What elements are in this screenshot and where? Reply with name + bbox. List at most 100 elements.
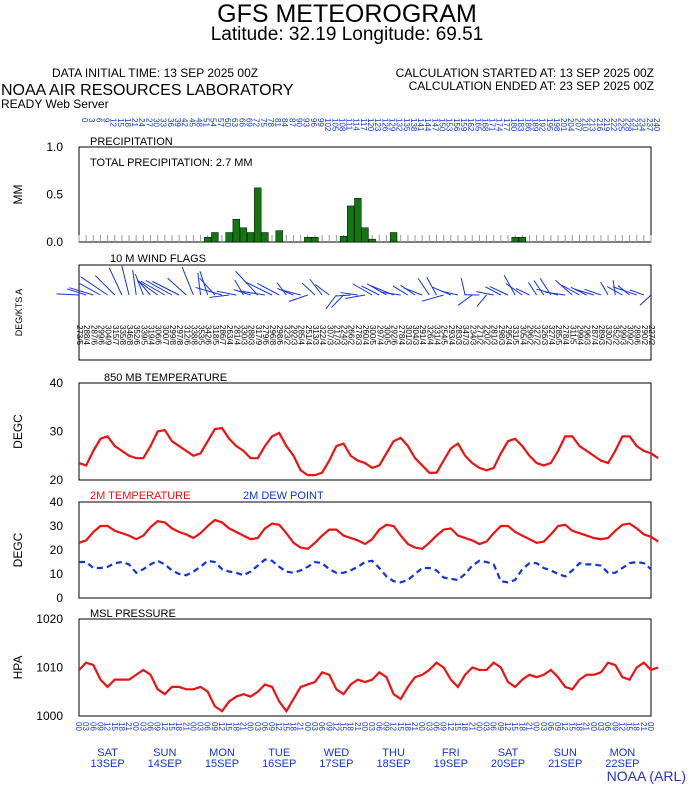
top-hour-label: 75 xyxy=(259,118,268,127)
day-date: 13SEP xyxy=(90,758,124,770)
wind-label: 330/3 xyxy=(239,325,248,346)
wind-label: 289/6 xyxy=(633,325,642,346)
bottom-hour-label: 18 xyxy=(117,722,126,731)
precip-bar xyxy=(246,232,255,243)
bottom-hour-label: 06 xyxy=(203,722,212,731)
wind-label: 293/4 xyxy=(447,325,456,346)
bottom-hour-label: 03 xyxy=(367,722,376,731)
day-date: 21SEP xyxy=(548,758,582,770)
precip-bar xyxy=(311,237,319,243)
precip-bar xyxy=(232,218,240,243)
wind-flag xyxy=(132,270,137,296)
wind-flag xyxy=(574,288,594,296)
wind-flag xyxy=(606,286,623,296)
wind-label: 326/3 xyxy=(540,325,549,346)
top-hour-label: 147 xyxy=(430,118,439,132)
wind-flag xyxy=(345,294,366,299)
panel-frame-2 xyxy=(78,382,652,481)
bottom-hour-label: 03 xyxy=(596,722,605,731)
lab-name: NOAA AIR RESOURCES LABORATORY xyxy=(1,82,294,99)
wind-label: 224/3 xyxy=(340,325,349,346)
bottom-hour-label: 21 xyxy=(353,722,362,731)
wind-flag xyxy=(134,273,144,296)
y-axis-label: DEGC xyxy=(11,532,25,567)
wind-label: 298/3 xyxy=(497,325,506,346)
top-hour-label: 240 xyxy=(652,118,661,132)
top-hour-label: 66 xyxy=(237,118,246,127)
top-hour-label: 96 xyxy=(309,118,318,127)
wind-label: 290/2 xyxy=(640,325,649,346)
bottom-hour-label: 21 xyxy=(467,722,476,731)
wind-flag xyxy=(108,267,123,296)
wind-label: 283/3 xyxy=(454,325,463,346)
top-hour-label: 183 xyxy=(516,118,525,132)
top-hour-label: 57 xyxy=(216,118,225,127)
y-tick-label: 0.0 xyxy=(46,235,63,249)
top-hour-label: 111 xyxy=(345,118,354,131)
wind-label: 298/6 xyxy=(275,325,284,346)
bottom-hour-label: 09 xyxy=(496,722,505,731)
wind-flag xyxy=(561,284,580,296)
wind-flag xyxy=(503,275,516,296)
top-hour-label: 69 xyxy=(244,118,253,127)
bottom-hour-label: 06 xyxy=(489,722,498,731)
wind-flag xyxy=(137,279,158,296)
day-date: 20SEP xyxy=(491,758,525,770)
precip-bar xyxy=(354,198,362,243)
wind-label: 273/5 xyxy=(75,325,84,346)
bottom-hour-label: 18 xyxy=(289,722,298,731)
precip-bar xyxy=(261,232,269,243)
wind-label: 251/4 xyxy=(304,325,313,346)
wind-flag xyxy=(489,286,509,296)
top-hour-label: 222 xyxy=(609,118,618,132)
top-hour-label: 114 xyxy=(352,118,361,131)
top-hour-label: 30 xyxy=(152,118,161,127)
legend-dewpoint: 2M DEW POINT xyxy=(243,490,324,502)
top-hour-label: 192 xyxy=(538,118,547,132)
top-hour-label: 120 xyxy=(366,118,375,132)
bottom-hour-label: 15 xyxy=(281,722,290,731)
wind-label: 220/2 xyxy=(483,325,492,346)
wind-label: 317/9 xyxy=(254,325,263,346)
pressure-line xyxy=(78,661,659,714)
page-title: GFS METEOROGRAM xyxy=(217,0,477,28)
wind-label: 278/4 xyxy=(561,325,570,346)
y-tick-label: 30 xyxy=(50,519,64,533)
top-hour-label: 141 xyxy=(416,118,425,132)
calc-ended: CALCULATION ENDED AT: 23 SEP 2025 00Z xyxy=(408,79,654,93)
precip-bar xyxy=(389,232,398,243)
bottom-hour-label: 15 xyxy=(396,722,405,731)
wind-flag xyxy=(145,280,173,296)
wind-flag xyxy=(80,276,108,296)
y-tick-label: 1010 xyxy=(36,661,63,675)
top-hour-label: 159 xyxy=(459,118,468,132)
bottom-hour-label: 18 xyxy=(575,722,584,731)
day-of-week: SUN xyxy=(153,747,176,759)
wind-flag xyxy=(240,290,265,296)
top-hour-label: 171 xyxy=(488,118,497,132)
top-hour-label: 129 xyxy=(387,118,396,132)
bottom-hour-label: 00 xyxy=(303,722,312,731)
bottom-hour-label: 21 xyxy=(124,722,133,731)
wind-label: 285/5 xyxy=(554,325,563,346)
precip-bar xyxy=(204,237,212,243)
temp2m-line xyxy=(78,518,659,550)
wind-label: 297/8 xyxy=(175,325,184,346)
wind-label: 327/2 xyxy=(533,325,542,346)
day-date: 15SEP xyxy=(205,758,239,770)
y-tick-label: 1000 xyxy=(36,709,63,723)
top-hour-label: 135 xyxy=(402,118,411,132)
wind-label: 299/4 xyxy=(576,325,585,346)
wind-label: 278/4 xyxy=(397,325,406,346)
top-hour-label: 102 xyxy=(323,118,332,132)
wind-label: 327/4 xyxy=(547,325,556,346)
top-hour-label: 3 xyxy=(87,118,96,123)
top-hour-label: 93 xyxy=(302,118,311,127)
wind-flag xyxy=(325,294,337,310)
wind-label: 254/5 xyxy=(440,325,449,346)
wind-label: 279/6 xyxy=(261,325,270,346)
y-tick-label: 20 xyxy=(50,473,64,487)
bottom-hour-label: 18 xyxy=(231,722,240,731)
top-hour-label: 150 xyxy=(438,118,447,132)
